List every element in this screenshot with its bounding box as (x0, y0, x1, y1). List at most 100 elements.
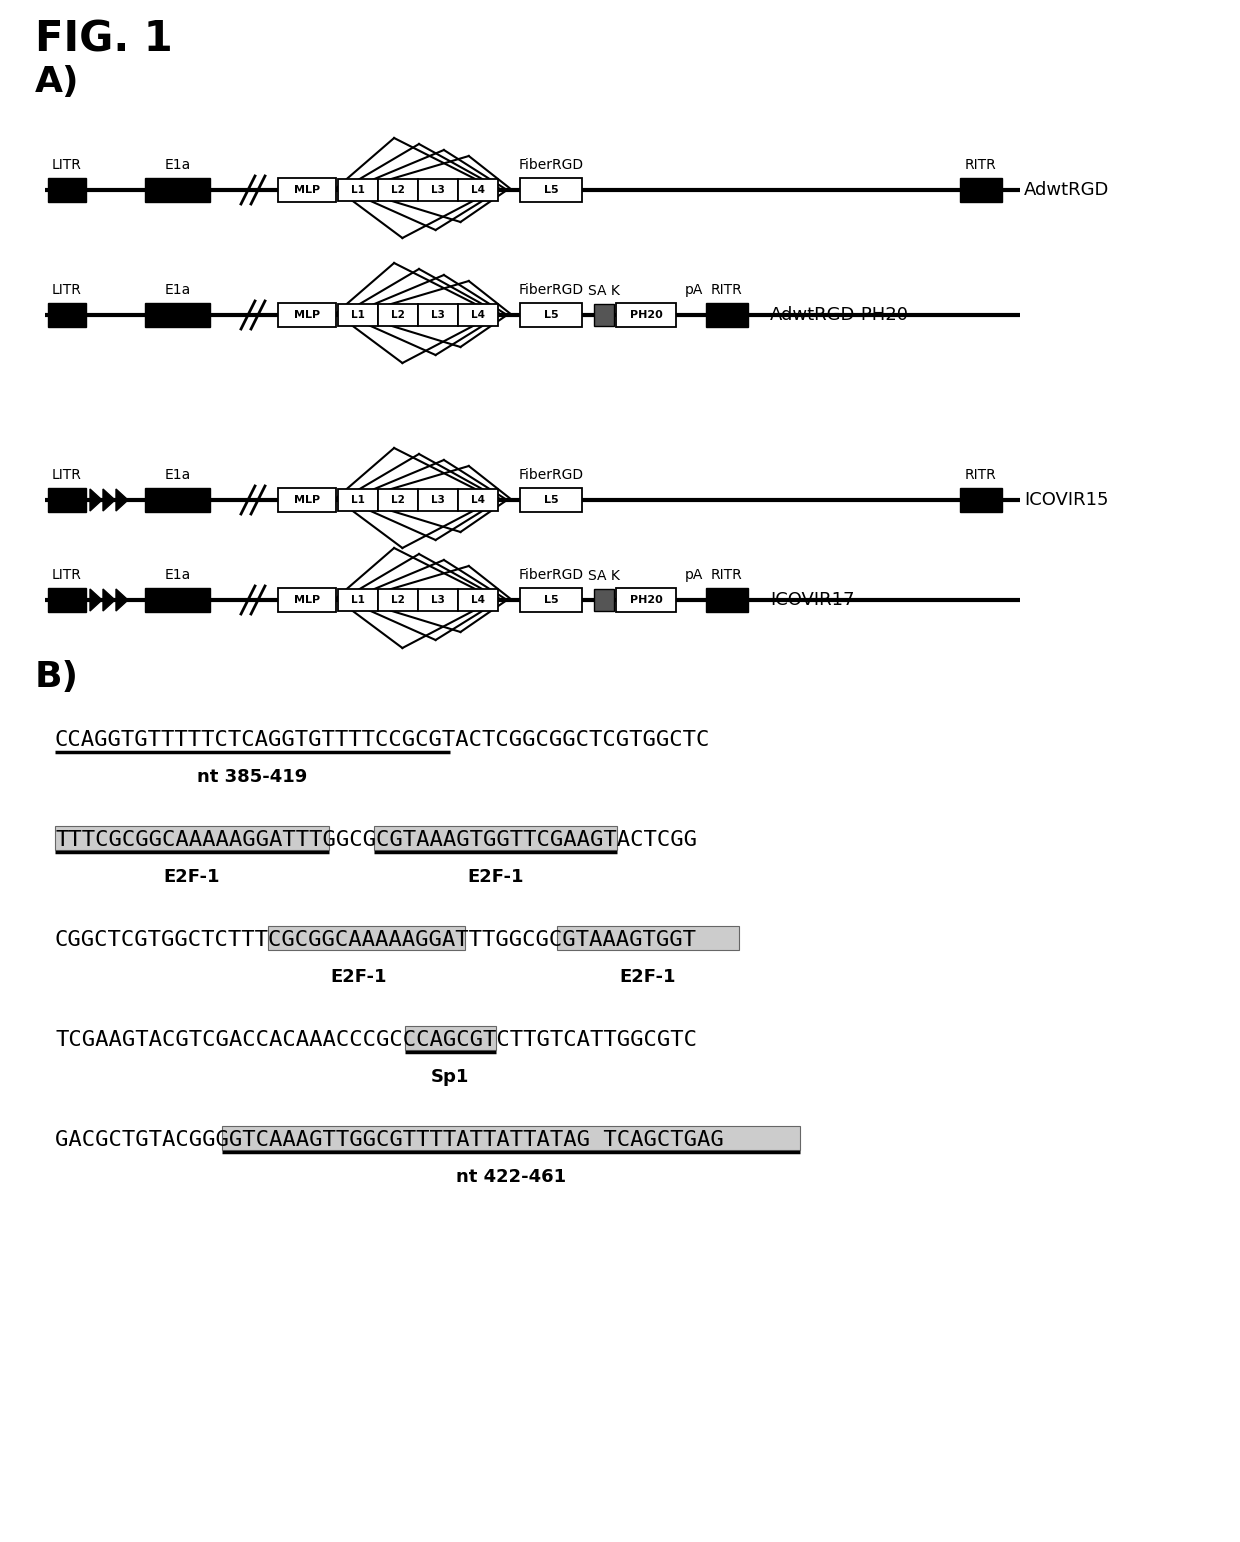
Bar (339, 489, 378, 510)
Bar (145, 487, 210, 512)
Text: TCGAAGTACGTCGACCACAAACCCGCCCAGCGTCTTGTCATTGGCGTC: TCGAAGTACGTCGACCACAAACCCGCCCAGCGTCTTGTCA… (55, 1030, 697, 1050)
Polygon shape (117, 589, 128, 611)
Bar (616, 302, 676, 327)
Text: E2F-1: E2F-1 (467, 868, 525, 887)
Text: L4: L4 (471, 595, 485, 604)
Text: TTTCGCGGCAAAAAGGATTTGGCGCGTAAAGTGGTTCGAAGTACTCGG: TTTCGCGGCAAAAAGGATTTGGCGCGTAAAGTGGTTCGAA… (55, 830, 697, 850)
Bar (706, 302, 748, 327)
Bar (378, 489, 418, 510)
Bar (278, 177, 336, 202)
Bar (960, 487, 1002, 512)
Bar (145, 588, 210, 612)
Text: B): B) (35, 660, 79, 694)
Polygon shape (103, 589, 115, 611)
Text: RITR: RITR (711, 284, 743, 298)
Bar (48, 588, 86, 612)
Text: E2F-1: E2F-1 (164, 868, 219, 887)
Bar (278, 588, 336, 612)
Text: L5: L5 (543, 595, 558, 604)
Text: nt 422-461: nt 422-461 (456, 1167, 567, 1186)
Bar (520, 302, 582, 327)
Bar (520, 487, 582, 512)
Bar (458, 304, 498, 325)
Text: LITR: LITR (52, 469, 82, 483)
Text: L5: L5 (543, 185, 558, 194)
Text: E1a: E1a (165, 157, 191, 173)
Text: FiberRGD: FiberRGD (518, 157, 584, 173)
Text: PH20: PH20 (630, 595, 662, 604)
Bar (520, 588, 582, 612)
Text: L2: L2 (391, 495, 405, 504)
Bar (48, 487, 86, 512)
Text: AdwtRGD: AdwtRGD (1024, 180, 1110, 199)
Text: GACGCTGTACGGGGTCAAAGTTGGCGTTTTATTATTATAG TCAGCTGAG: GACGCTGTACGGGGTCAAAGTTGGCGTTTTATTATTATAG… (55, 1130, 724, 1150)
Text: CGGCTCGTGGCTCTTTCGCGGCAAAAAGGATTTGGCGCGTAAAGTGGT: CGGCTCGTGGCTCTTTCGCGGCAAAAAGGATTTGGCGCGT… (55, 930, 697, 950)
Text: RITR: RITR (965, 157, 997, 173)
Text: RITR: RITR (965, 469, 997, 483)
Bar (339, 304, 378, 325)
Bar (458, 589, 498, 611)
Bar (706, 588, 748, 612)
Text: E1a: E1a (165, 284, 191, 298)
Text: FiberRGD: FiberRGD (518, 567, 584, 581)
Text: L3: L3 (432, 310, 445, 321)
Text: L3: L3 (432, 495, 445, 504)
Bar (594, 304, 614, 325)
Bar (339, 179, 378, 200)
Bar (378, 589, 418, 611)
Text: nt 385-419: nt 385-419 (197, 768, 308, 786)
Bar (557, 927, 739, 950)
Text: E1a: E1a (165, 469, 191, 483)
Bar (404, 1027, 496, 1050)
Bar (418, 179, 458, 200)
Text: L1: L1 (351, 595, 365, 604)
Polygon shape (91, 489, 102, 510)
Text: LITR: LITR (52, 284, 82, 298)
Polygon shape (117, 489, 128, 510)
Text: FIG. 1: FIG. 1 (35, 19, 172, 60)
Bar (594, 589, 614, 611)
Text: L2: L2 (391, 595, 405, 604)
Text: E1a: E1a (165, 567, 191, 581)
Text: E2F-1: E2F-1 (331, 968, 387, 985)
Text: LITR: LITR (52, 567, 82, 581)
Bar (278, 302, 336, 327)
Text: A): A) (35, 65, 79, 99)
Text: MLP: MLP (294, 310, 320, 321)
Text: L1: L1 (351, 495, 365, 504)
Text: CCAGGTGTTTTTCTCAGGTGTTTTCCGCGTACTCGGCGGCTCGTGGCTC: CCAGGTGTTTTTCTCAGGTGTTTTCCGCGTACTCGGCGGC… (55, 729, 711, 749)
Text: L5: L5 (543, 495, 558, 504)
Polygon shape (91, 589, 102, 611)
Text: RITR: RITR (711, 567, 743, 581)
Text: L4: L4 (471, 495, 485, 504)
Bar (55, 827, 329, 850)
Text: L3: L3 (432, 595, 445, 604)
Text: pA: pA (684, 284, 703, 298)
Bar (268, 927, 465, 950)
Bar (48, 302, 86, 327)
Text: L1: L1 (351, 185, 365, 194)
Text: L4: L4 (471, 185, 485, 194)
Bar (458, 179, 498, 200)
Text: SA K: SA K (588, 569, 620, 583)
Bar (145, 177, 210, 202)
Bar (520, 177, 582, 202)
Text: MLP: MLP (294, 495, 320, 504)
Polygon shape (103, 489, 115, 510)
Bar (378, 179, 418, 200)
Bar (418, 589, 458, 611)
Text: L2: L2 (391, 185, 405, 194)
Bar (418, 489, 458, 510)
Bar (458, 489, 498, 510)
Text: L4: L4 (471, 310, 485, 321)
Text: PH20: PH20 (630, 310, 662, 321)
Text: L3: L3 (432, 185, 445, 194)
Text: L5: L5 (543, 310, 558, 321)
Bar (374, 827, 618, 850)
Text: ICOVIR15: ICOVIR15 (1024, 490, 1109, 509)
Text: SA K: SA K (588, 284, 620, 298)
Bar (48, 177, 86, 202)
Bar (378, 304, 418, 325)
Text: ICOVIR17: ICOVIR17 (770, 591, 854, 609)
Text: MLP: MLP (294, 185, 320, 194)
